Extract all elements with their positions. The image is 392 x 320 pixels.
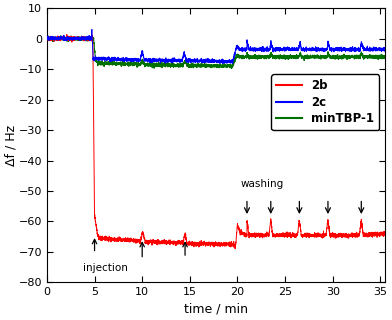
Y-axis label: Δf / Hz: Δf / Hz xyxy=(4,125,17,166)
Text: injection: injection xyxy=(83,263,128,273)
Text: washing: washing xyxy=(240,180,283,189)
Legend: 2b, 2c, minTBP-1: 2b, 2c, minTBP-1 xyxy=(271,75,379,130)
X-axis label: time / min: time / min xyxy=(184,303,248,316)
